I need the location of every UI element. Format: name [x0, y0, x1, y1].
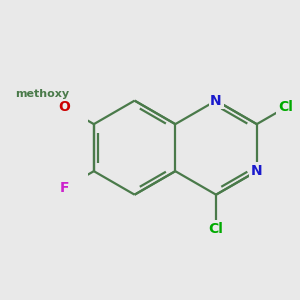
Text: N: N — [251, 164, 262, 178]
Text: N: N — [210, 94, 222, 108]
Text: methoxy: methoxy — [15, 89, 69, 99]
Text: O: O — [58, 100, 70, 114]
Text: Cl: Cl — [279, 100, 294, 114]
Text: Cl: Cl — [208, 221, 224, 236]
Text: F: F — [60, 181, 69, 195]
